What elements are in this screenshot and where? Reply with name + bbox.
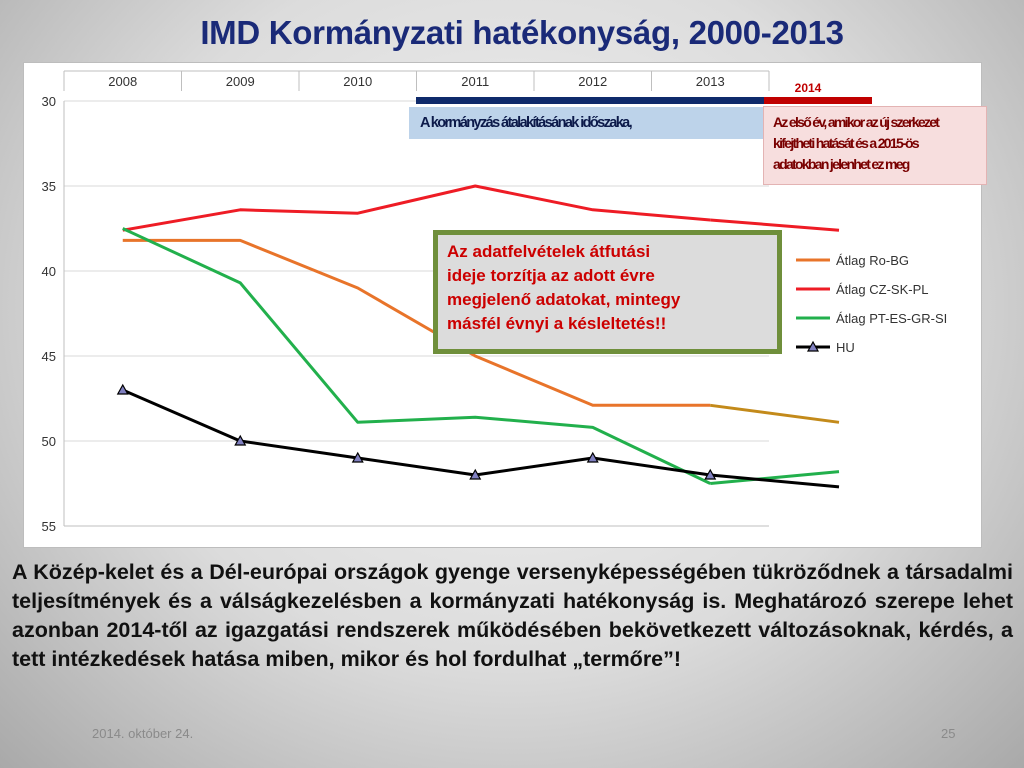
x-tick-label: 2008 (108, 74, 137, 89)
y-tick-label: 30 (42, 94, 56, 109)
series-line-2 (122, 227, 711, 485)
y-tick-label: 50 (42, 434, 56, 449)
series-line-1 (122, 184, 711, 232)
year-2014-bar (764, 97, 872, 104)
x-tick-label: 2009 (226, 74, 255, 89)
first-year-line-1: Az első év, amikor az új szerkezet (773, 114, 940, 130)
hu-data-point (704, 468, 717, 480)
legend-marker (806, 340, 820, 352)
series-projection-2 (710, 470, 840, 485)
first-year-callout: Az első év, amikor az új szerkezet kifej… (763, 106, 987, 185)
delay-note-line-4: másfél évnyi a késleltetés!! (447, 314, 667, 333)
series-line-3 (122, 388, 711, 477)
x-tick-label: 2012 (578, 74, 607, 89)
chart-svg: 30 35 40 45 50 55 2008 2009 2010 2011 2012 2013 2014… (42, 70, 947, 534)
series-projection-3 (710, 473, 840, 489)
delay-note-line-2: ideje torzítja az adott évre (447, 266, 655, 285)
series-line-0 (122, 238, 711, 407)
legend-label: HU (836, 340, 855, 355)
reform-period-callout: A kormányzás átalakításának időszaka, (409, 107, 764, 139)
legend-label: Átlag Ro-BG (836, 253, 909, 268)
legend-label: Átlag CZ-SK-PL (836, 282, 928, 297)
reform-period-bar (416, 97, 764, 104)
series-projection-0 (710, 403, 840, 424)
delay-note-callout: Az adatfelvételek átfutási ideje torzítj… (433, 230, 782, 354)
x-tick-label: 2011 (461, 74, 489, 89)
delay-note-line-1: Az adatfelvételek átfutási (447, 242, 651, 261)
x-tick-label: 2010 (343, 74, 372, 89)
hu-data-point (586, 451, 599, 463)
series-projection-1 (710, 218, 840, 232)
first-year-line-2: kifejtheti hatását és a 2015-ös (773, 135, 920, 151)
y-tick-label: 55 (42, 519, 56, 534)
y-tick-label: 45 (42, 349, 56, 364)
first-year-line-3: adatokban jelenhet ez meg (773, 156, 910, 172)
hu-data-point (351, 451, 364, 463)
x-tick-label: 2013 (696, 74, 725, 89)
hu-data-point (116, 383, 129, 395)
hu-data-point (234, 434, 247, 446)
chart-panel: 30 35 40 45 50 55 2008 2009 2010 2011 2012 2013 2014… (23, 62, 987, 548)
body-paragraph: A Közép-kelet és a Dél-európai országok … (12, 560, 1013, 671)
slide-title: IMD Kormányzati hatékonyság, 2000-2013 (200, 14, 844, 51)
footer-date: 2014. október 24. (92, 726, 194, 741)
year-2014-label: 2014 (795, 81, 822, 95)
y-tick-label: 35 (42, 179, 56, 194)
y-tick-label: 40 (42, 264, 56, 279)
legend-label: Átlag PT-ES-GR-SI (836, 311, 947, 326)
page-number: 25 (941, 726, 956, 741)
delay-note-line-3: megjelenő adatokat, mintegy (447, 290, 681, 309)
hu-data-point (469, 468, 482, 480)
